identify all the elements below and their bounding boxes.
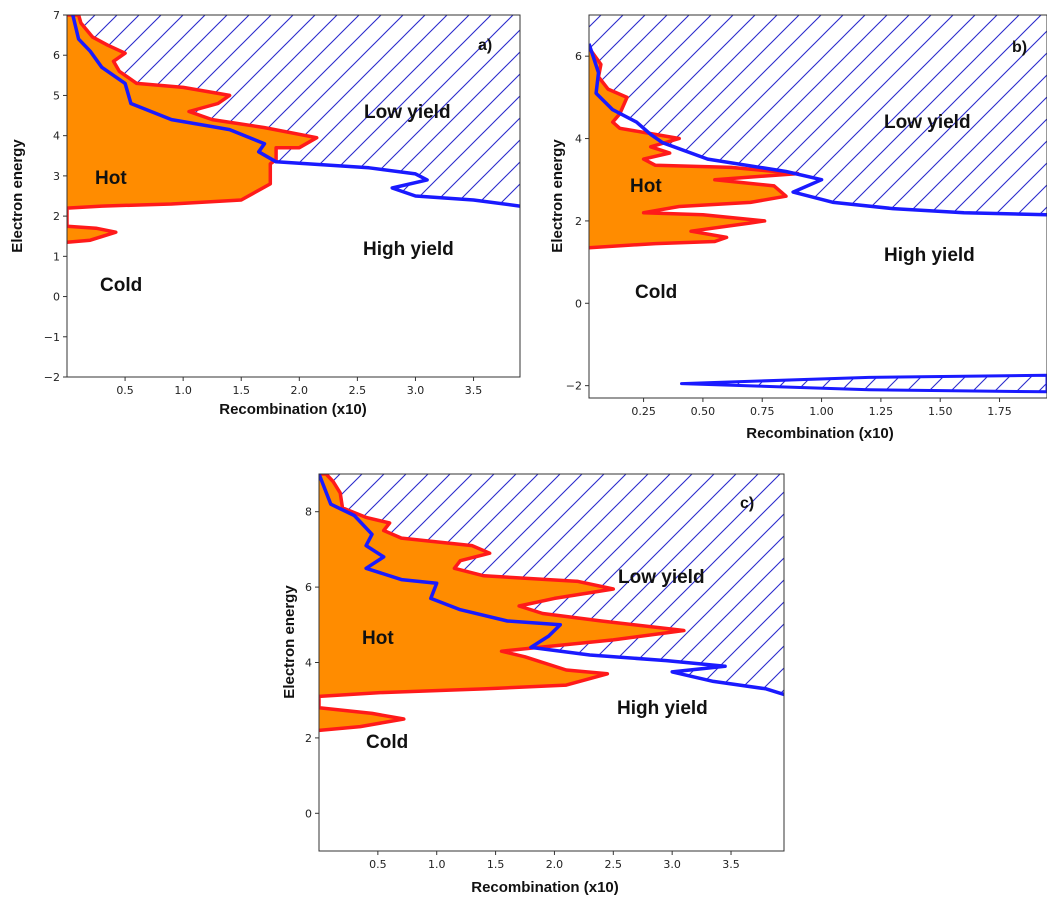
x-tick-label: 0.75 xyxy=(750,405,775,418)
hot-outline-c xyxy=(319,474,686,733)
y-tick-label: −2 xyxy=(566,380,582,393)
x-axis-label-a: Recombination (x10) xyxy=(219,401,367,418)
x-tick-label: 1.00 xyxy=(809,405,834,418)
region-label-hot-b: Hot xyxy=(630,176,662,197)
yield-boundary-line-a xyxy=(71,15,520,208)
x-tick-label: 0.50 xyxy=(691,405,716,418)
y-tick-label: 2 xyxy=(53,210,60,223)
y-tick-label: 3 xyxy=(53,170,60,183)
x-tick-label: 1.50 xyxy=(928,405,953,418)
y-tick-label: 5 xyxy=(53,89,60,102)
y-tick-label: 6 xyxy=(575,50,582,63)
region-label-hot-c: Hot xyxy=(362,628,394,649)
x-ticks-b: 0.25 0.50 0.75 1.00 1.25 1.50 1.75 xyxy=(631,398,1012,418)
chart-panel-a: 0.5 1.0 1.5 2.0 2.5 3.0 3.5 −2 −1 0 1 2 3 4 5 6 7 a) Re… xyxy=(9,9,521,418)
hot-region-fill-c xyxy=(319,474,684,731)
low-yield-hatch-a xyxy=(67,15,520,207)
yield-boundary-line-c xyxy=(319,474,784,697)
region-label-low-yield-b: Low yield xyxy=(884,112,971,133)
y-tick-label: 2 xyxy=(305,732,312,745)
x-tick-label: 3.5 xyxy=(722,858,740,871)
y-tick-label: 2 xyxy=(575,215,582,228)
y-tick-label: −2 xyxy=(44,371,60,384)
region-label-cold-c: Cold xyxy=(366,732,408,753)
y-tick-label: −1 xyxy=(44,331,60,344)
hot-region-fill-a xyxy=(67,15,317,243)
x-tick-label: 0.5 xyxy=(116,384,134,397)
x-tick-label: 3.0 xyxy=(663,858,681,871)
y-ticks-a: −2 −1 0 1 2 3 4 5 6 7 xyxy=(44,9,67,384)
chart-panel-b: 0.25 0.50 0.75 1.00 1.25 1.50 1.75 −2 0 2 4 6 b) R… xyxy=(549,14,1047,442)
y-tick-label: 0 xyxy=(53,291,60,304)
axes-frame-b xyxy=(588,14,1047,399)
plot-area-a xyxy=(67,15,520,245)
x-tick-label: 2.0 xyxy=(291,384,309,397)
plot-area-b xyxy=(589,15,1047,394)
x-tick-label: 1.75 xyxy=(987,405,1012,418)
x-ticks-a: 0.5 1.0 1.5 2.0 2.5 3.0 3.5 xyxy=(116,377,482,397)
x-tick-label: 3.5 xyxy=(465,384,483,397)
lower-yield-lobe-b xyxy=(680,373,1047,394)
axes-frame-a xyxy=(66,14,521,378)
x-tick-label: 1.0 xyxy=(174,384,192,397)
y-tick-label: 4 xyxy=(575,133,582,146)
x-tick-label: 0.5 xyxy=(369,858,387,871)
y-tick-label: 0 xyxy=(575,297,582,310)
y-tick-label: 4 xyxy=(305,657,312,670)
region-label-low-yield-c: Low yield xyxy=(618,567,705,588)
region-label-high-yield-a: High yield xyxy=(363,239,454,260)
hot-outline-a xyxy=(67,15,319,245)
y-tick-label: 8 xyxy=(305,506,312,519)
x-tick-label: 0.25 xyxy=(631,405,656,418)
low-yield-hatch-b xyxy=(589,15,1047,215)
x-tick-label: 1.5 xyxy=(487,858,505,871)
y-tick-label: 6 xyxy=(305,581,312,594)
y-ticks-b: −2 0 2 4 6 xyxy=(566,50,589,393)
y-tick-label: 1 xyxy=(53,250,60,263)
hot-region-fill-b xyxy=(589,47,798,248)
y-axis-label-a: Electron energy xyxy=(9,139,26,253)
y-tick-label: 0 xyxy=(305,807,312,820)
region-label-hot-a: Hot xyxy=(95,168,127,189)
x-tick-label: 2.0 xyxy=(546,858,564,871)
plot-area-c xyxy=(319,474,784,733)
y-axis-label-c: Electron energy xyxy=(281,585,298,699)
chart-panel-c: 0.5 1.0 1.5 2.0 2.5 3.0 3.5 0 2 4 6 8 c) Recombina… xyxy=(281,473,785,896)
region-label-low-yield-a: Low yield xyxy=(364,102,451,123)
region-label-high-yield-b: High yield xyxy=(884,245,975,266)
x-tick-label: 3.0 xyxy=(407,384,425,397)
x-ticks-c: 0.5 1.0 1.5 2.0 2.5 3.0 3.5 xyxy=(369,851,740,871)
panel-label-c: c) xyxy=(740,495,754,512)
x-tick-label: 1.25 xyxy=(869,405,894,418)
y-axis-label-b: Electron energy xyxy=(549,139,566,253)
x-axis-label-c: Recombination (x10) xyxy=(471,879,619,896)
x-tick-label: 2.5 xyxy=(605,858,623,871)
x-tick-label: 2.5 xyxy=(349,384,367,397)
region-label-cold-a: Cold xyxy=(100,275,142,296)
y-tick-label: 6 xyxy=(53,49,60,62)
x-axis-label-b: Recombination (x10) xyxy=(746,425,894,442)
panel-label-a: a) xyxy=(478,37,492,54)
panel-label-b: b) xyxy=(1012,39,1027,56)
region-label-cold-b: Cold xyxy=(635,282,677,303)
y-tick-label: 7 xyxy=(53,9,60,22)
x-tick-label: 1.5 xyxy=(232,384,250,397)
yield-boundary-line-b xyxy=(589,43,1047,217)
y-tick-label: 4 xyxy=(53,130,60,143)
y-ticks-c: 0 2 4 6 8 xyxy=(305,506,319,820)
region-label-high-yield-c: High yield xyxy=(617,698,708,719)
x-tick-label: 1.0 xyxy=(428,858,446,871)
